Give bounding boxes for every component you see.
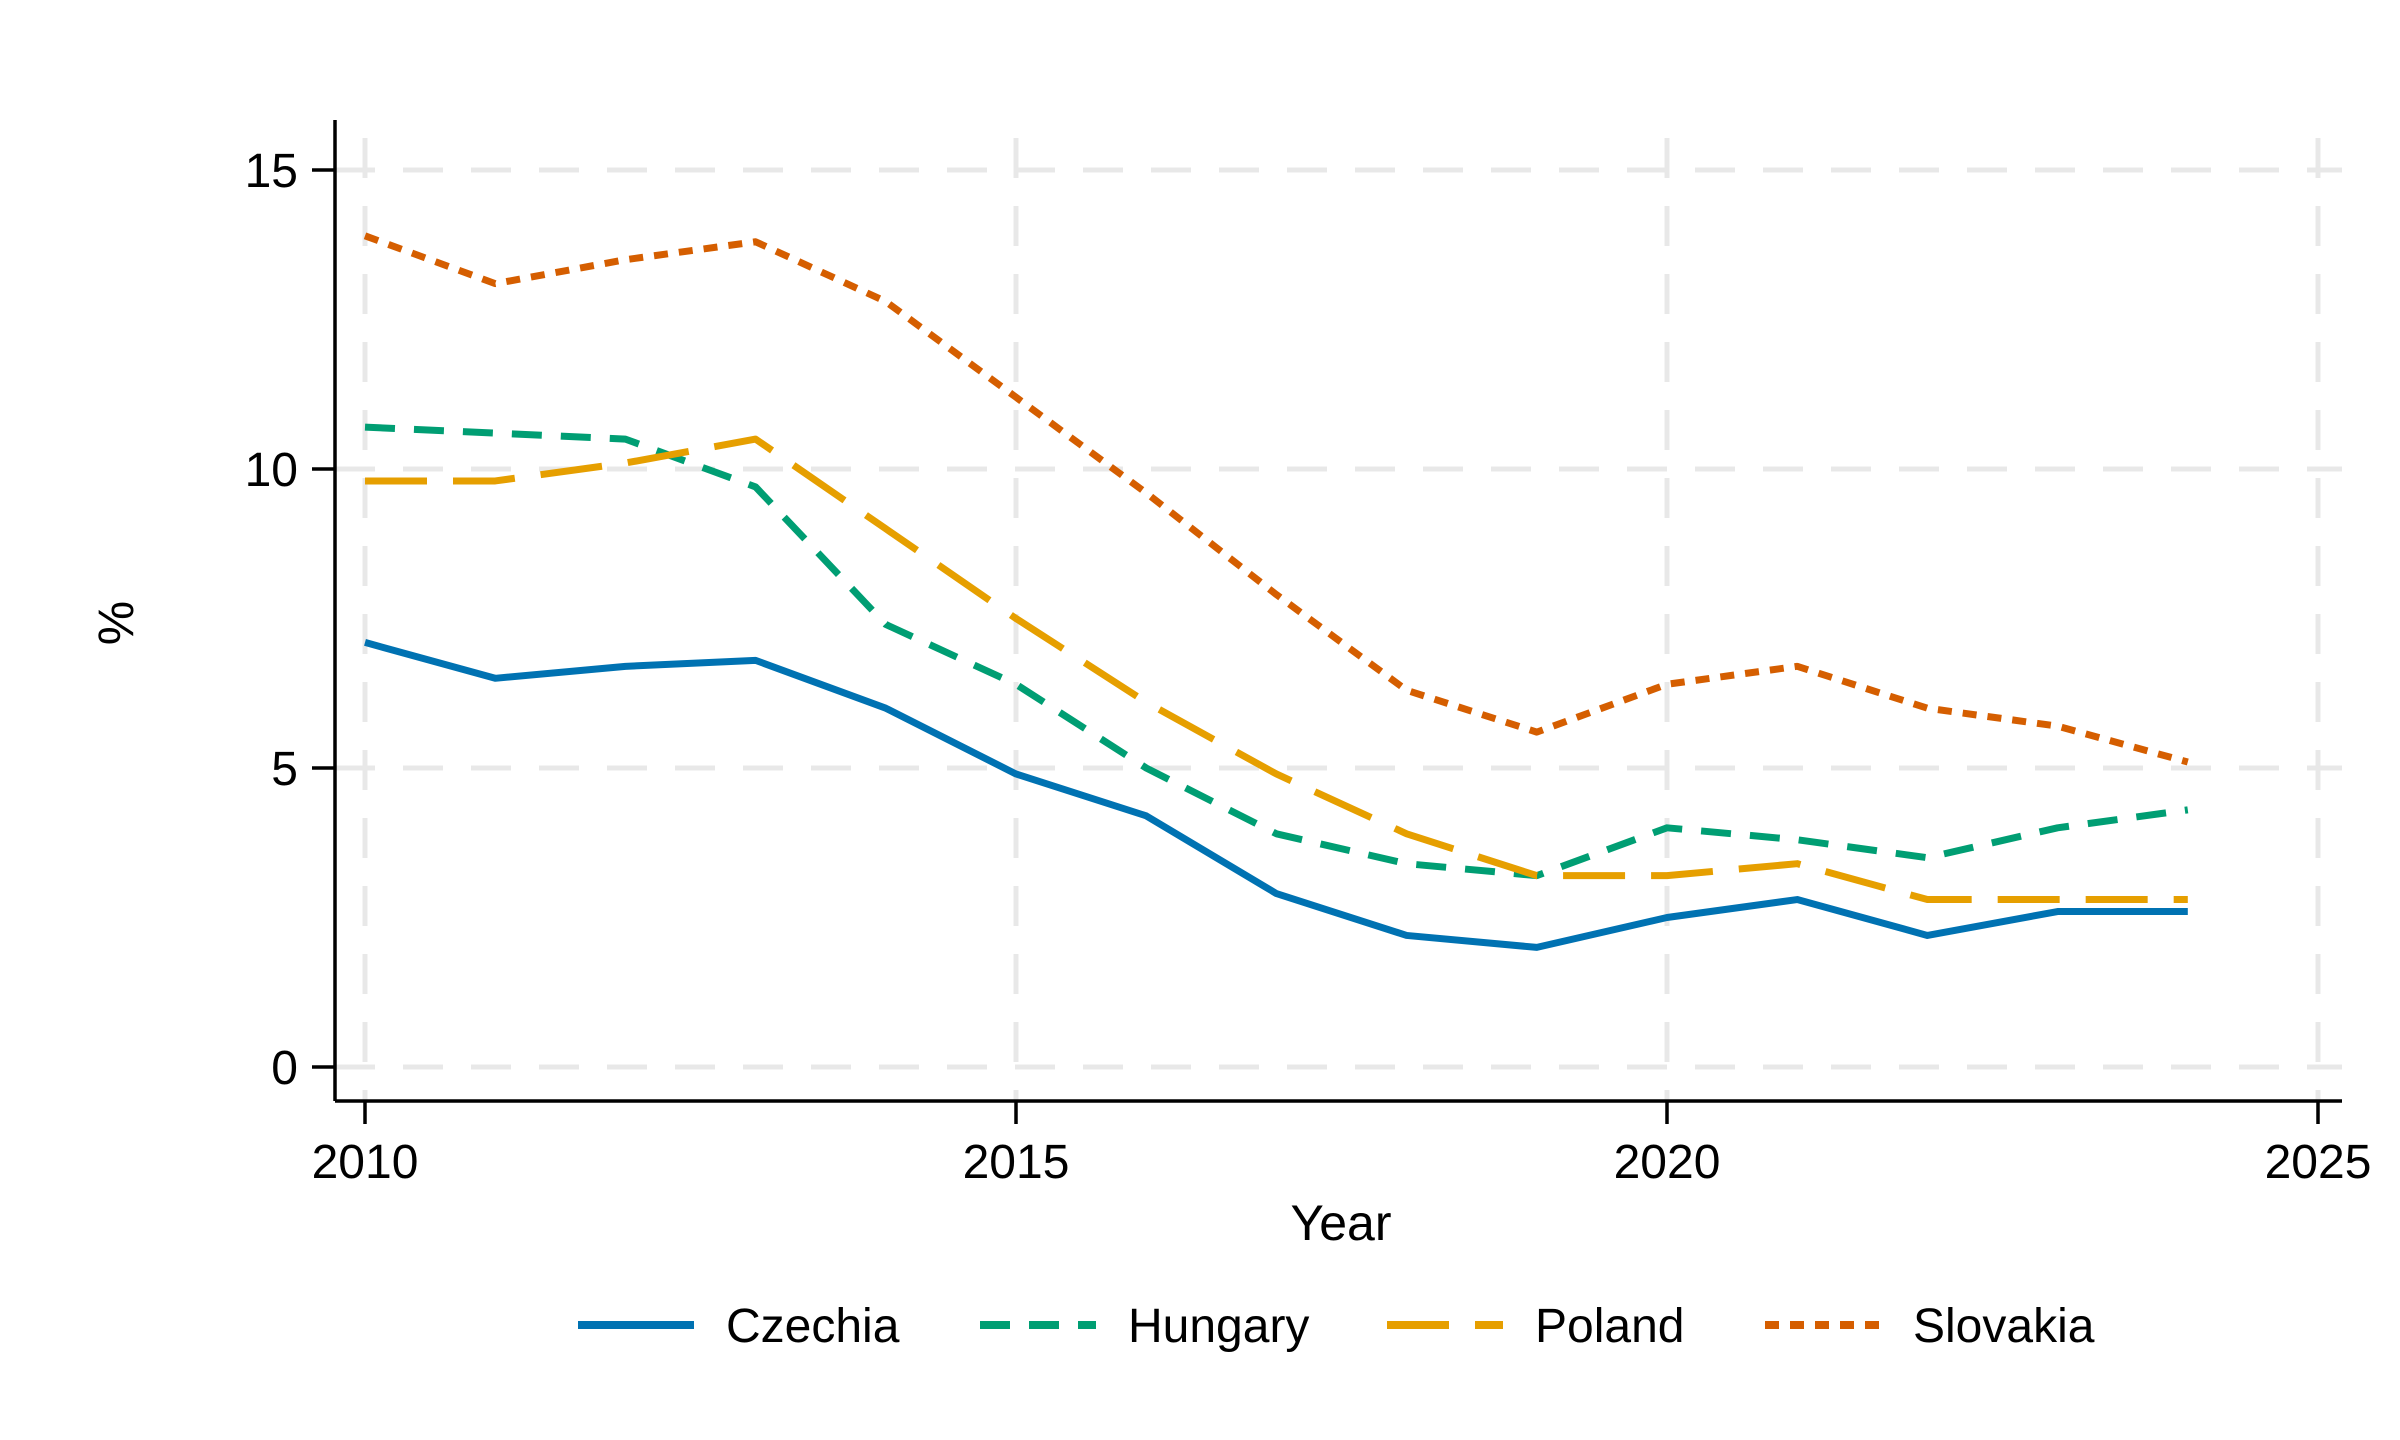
gridlines xyxy=(335,138,2342,1101)
series-line-hungary xyxy=(364,423,2189,880)
x-tick-label: 2020 xyxy=(1614,1136,1721,1189)
x-tick-label: 2010 xyxy=(312,1136,419,1189)
x-tick-label: 2025 xyxy=(2265,1136,2372,1189)
x-axis-title: Year xyxy=(1290,1195,1391,1251)
legend-label: Slovakia xyxy=(1913,1300,2095,1353)
legend-item-poland: Poland xyxy=(1387,1300,1684,1353)
legend-item-czechia: Czechia xyxy=(578,1300,900,1353)
y-tick-label: 5 xyxy=(271,743,298,796)
legend: Czechia Hungary Poland Slovakia xyxy=(578,1300,2095,1353)
legend-label: Czechia xyxy=(726,1300,900,1353)
y-tick-label: 15 xyxy=(245,145,298,198)
legend-label: Poland xyxy=(1535,1300,1684,1353)
series-line-czechia xyxy=(364,639,2188,951)
y-tick-label: 10 xyxy=(245,444,298,497)
series-lines xyxy=(363,232,2189,951)
y-tick-label: 0 xyxy=(271,1042,298,1095)
axes: 0 5 10 15 2010 2015 2020 2025 xyxy=(245,120,2372,1189)
x-tick-label: 2015 xyxy=(963,1136,1070,1189)
series-line-poland xyxy=(365,435,2188,904)
y-axis-title: % xyxy=(88,601,144,645)
legend-label: Hungary xyxy=(1128,1300,1309,1353)
legend-item-slovakia: Slovakia xyxy=(1765,1300,2095,1353)
series-line-slovakia xyxy=(363,232,2189,766)
legend-item-hungary: Hungary xyxy=(980,1300,1309,1353)
